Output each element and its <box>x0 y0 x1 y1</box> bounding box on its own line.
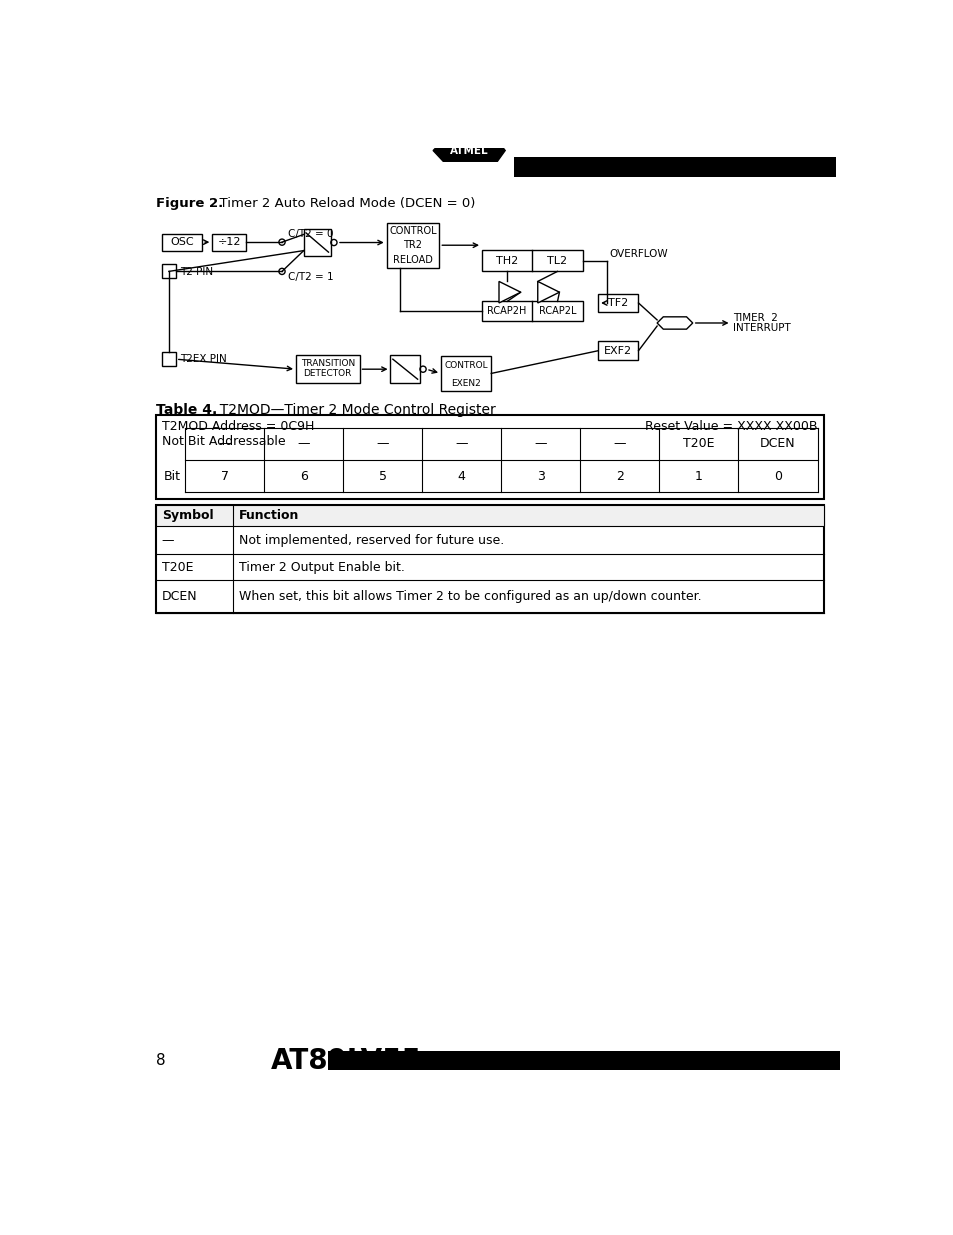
Text: —: — <box>218 437 231 451</box>
Bar <box>303 228 331 256</box>
Polygon shape <box>498 282 520 303</box>
Text: T20E: T20E <box>162 561 193 573</box>
Text: DETECTOR: DETECTOR <box>303 369 352 378</box>
Text: C/T2 = 0: C/T2 = 0 <box>288 230 334 240</box>
Text: RCAP2L: RCAP2L <box>538 306 576 316</box>
Bar <box>155 505 822 613</box>
Text: INTERRUPT: INTERRUPT <box>732 324 790 333</box>
Text: —: — <box>613 437 625 451</box>
Text: 6: 6 <box>299 469 307 483</box>
Text: OSC: OSC <box>170 237 193 247</box>
Bar <box>514 157 835 177</box>
Text: OVERFLOW: OVERFLOW <box>608 248 667 258</box>
Text: When set, this bit allows Timer 2 to be configured as an up/down counter.: When set, this bit allows Timer 2 to be … <box>239 590 701 603</box>
Text: Symbol: Symbol <box>162 509 213 522</box>
Bar <box>162 233 202 251</box>
Text: EXEN2: EXEN2 <box>451 379 480 388</box>
Text: Function: Function <box>239 509 299 522</box>
Text: AT89LV55: AT89LV55 <box>270 1046 421 1074</box>
Bar <box>162 264 175 278</box>
Text: T2EX PIN: T2EX PIN <box>180 354 227 364</box>
Text: C/T2 = 1: C/T2 = 1 <box>288 272 334 282</box>
Bar <box>481 301 582 321</box>
Bar <box>295 356 359 383</box>
Text: TRANSITION: TRANSITION <box>300 359 355 368</box>
Bar <box>155 505 822 526</box>
Text: TF2: TF2 <box>608 298 628 308</box>
Text: Reset Value = XXXX XX00B: Reset Value = XXXX XX00B <box>644 420 817 432</box>
Text: Timer 2 Output Enable bit.: Timer 2 Output Enable bit. <box>239 561 405 573</box>
Text: 3: 3 <box>537 469 544 483</box>
Polygon shape <box>433 141 505 162</box>
Text: CONTROL: CONTROL <box>444 361 487 369</box>
Bar <box>328 1051 840 1070</box>
Text: —: — <box>297 437 310 451</box>
Bar <box>390 356 419 383</box>
Text: Timer 2 Auto Reload Mode (DCEN = 0): Timer 2 Auto Reload Mode (DCEN = 0) <box>211 198 475 210</box>
Text: 2: 2 <box>616 469 623 483</box>
Polygon shape <box>657 317 692 330</box>
Bar <box>481 249 582 272</box>
Text: T20E: T20E <box>682 437 714 451</box>
Text: EXF2: EXF2 <box>603 346 632 356</box>
Bar <box>212 233 246 251</box>
Text: TL2: TL2 <box>547 256 567 266</box>
Text: Not implemented, reserved for future use.: Not implemented, reserved for future use… <box>239 534 504 547</box>
Text: —: — <box>456 437 468 451</box>
Text: —: — <box>162 534 174 547</box>
Text: DCEN: DCEN <box>162 590 197 603</box>
Text: TIMER  2: TIMER 2 <box>732 312 777 322</box>
Text: 4: 4 <box>457 469 465 483</box>
Bar <box>386 222 439 268</box>
Text: CONTROL: CONTROL <box>389 226 436 236</box>
Text: DCEN: DCEN <box>760 437 795 451</box>
Bar <box>155 415 822 499</box>
Text: TR2: TR2 <box>403 241 422 251</box>
Text: ÷12: ÷12 <box>217 237 241 247</box>
Text: 1: 1 <box>695 469 702 483</box>
Text: T2 PIN: T2 PIN <box>180 267 213 277</box>
Text: —: — <box>534 437 546 451</box>
Bar <box>162 352 175 366</box>
Text: T2MOD—Timer 2 Mode Control Register: T2MOD—Timer 2 Mode Control Register <box>212 403 496 417</box>
Text: TH2: TH2 <box>496 256 517 266</box>
Text: Figure 2.: Figure 2. <box>155 198 223 210</box>
Text: RELOAD: RELOAD <box>393 254 433 264</box>
Text: Bit: Bit <box>164 469 181 483</box>
Bar <box>598 294 638 312</box>
Text: 8: 8 <box>155 1053 165 1068</box>
Text: T2MOD Address = 0C9H: T2MOD Address = 0C9H <box>162 420 314 432</box>
Text: 7: 7 <box>220 469 229 483</box>
Text: 5: 5 <box>378 469 386 483</box>
Polygon shape <box>537 282 558 303</box>
Bar <box>440 356 491 390</box>
Bar <box>598 341 638 359</box>
Text: 0: 0 <box>773 469 781 483</box>
Text: —: — <box>376 437 389 451</box>
Text: RCAP2H: RCAP2H <box>487 306 526 316</box>
Text: Not Bit Addressable: Not Bit Addressable <box>162 435 285 448</box>
Text: ATMEL: ATMEL <box>450 146 488 156</box>
Text: Table 4.: Table 4. <box>155 403 216 417</box>
